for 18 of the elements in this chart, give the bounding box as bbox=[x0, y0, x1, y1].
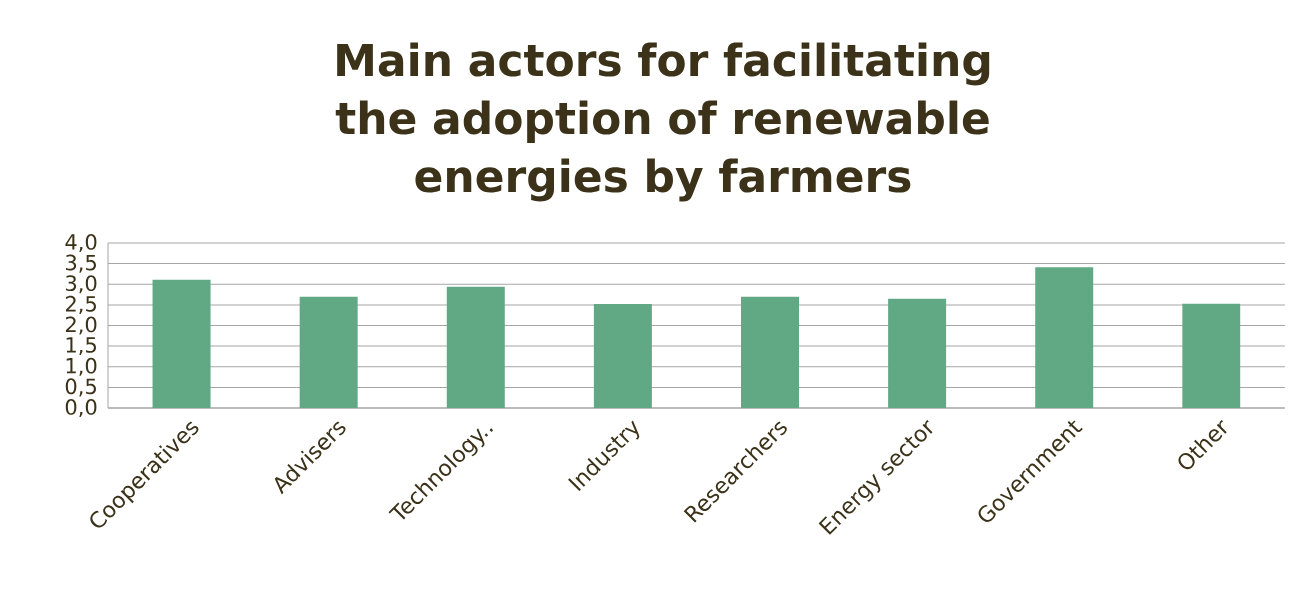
chart-title: Main actors for facilitating the adoption of renewable energies by farmers bbox=[335, 42, 990, 202]
bar bbox=[1182, 303, 1241, 408]
bar bbox=[446, 286, 505, 408]
y-tick-label: 3,0 bbox=[66, 275, 97, 294]
y-tick-label: 2,0 bbox=[65, 316, 97, 335]
y-tick-label: 0,5 bbox=[65, 378, 96, 397]
bar bbox=[888, 298, 947, 408]
y-tick-label: 3,5 bbox=[66, 254, 96, 273]
bar bbox=[593, 304, 652, 408]
bar bbox=[299, 296, 358, 408]
bar bbox=[152, 279, 211, 408]
bar bbox=[741, 296, 799, 408]
y-tick-label: 1,5 bbox=[66, 337, 96, 356]
bar bbox=[1035, 267, 1094, 408]
y-tick-label: 4,0 bbox=[65, 233, 97, 253]
y-tick-label: 2,5 bbox=[65, 295, 96, 314]
y-tick-label: 0,0 bbox=[65, 398, 97, 418]
y-tick-label: 1,0 bbox=[66, 357, 97, 376]
